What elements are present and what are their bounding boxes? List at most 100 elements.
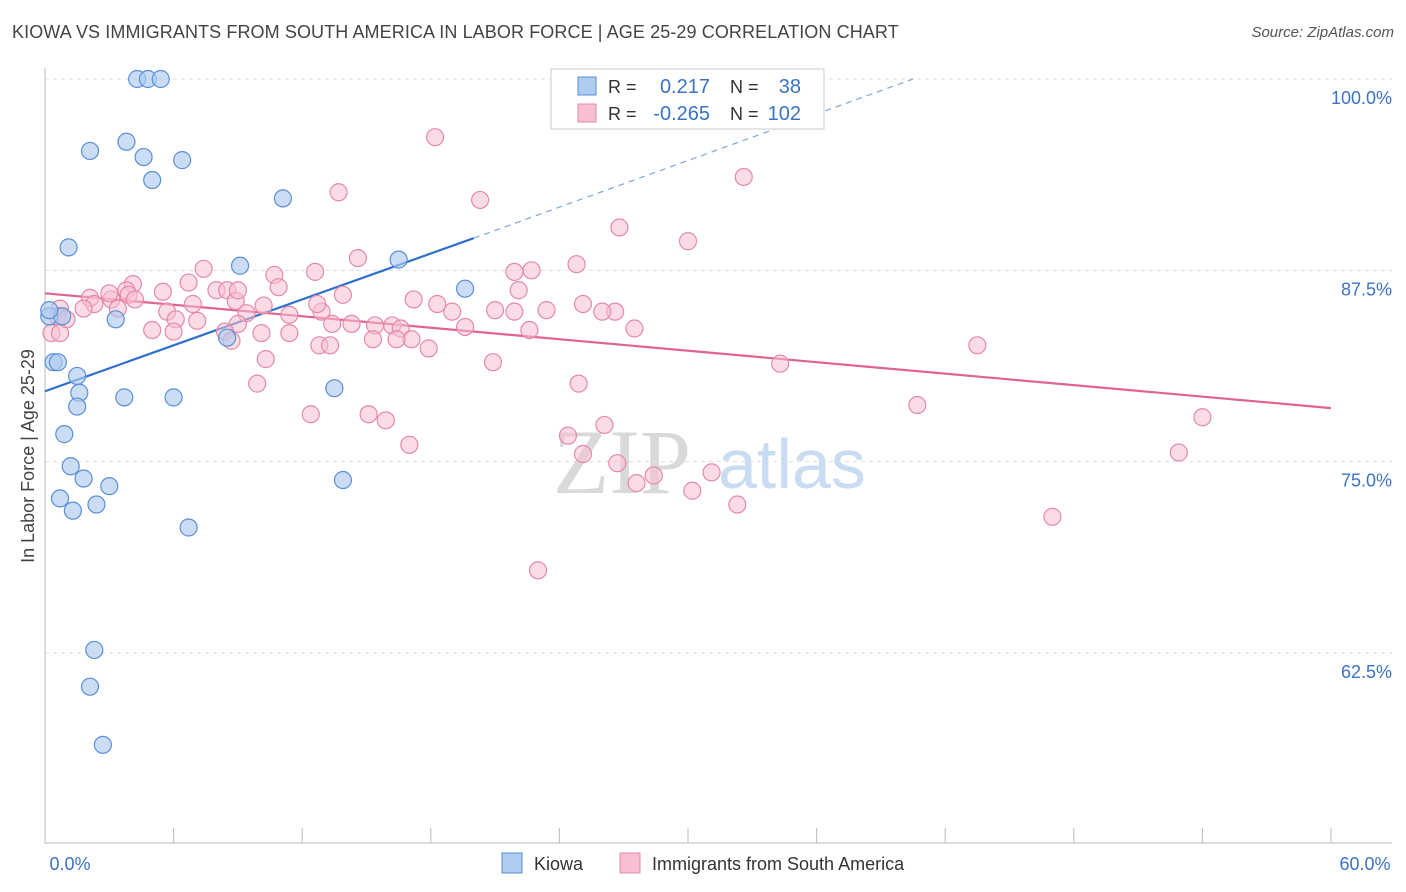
point-kiowa xyxy=(50,489,70,508)
point-sa xyxy=(573,294,593,314)
point-sa xyxy=(470,190,490,210)
stats-n-label-kiowa: N = xyxy=(730,77,759,97)
point-sa xyxy=(308,294,327,314)
trend-line-kiowa-extension xyxy=(473,78,914,239)
point-sa xyxy=(153,282,172,301)
point-sa xyxy=(188,311,207,330)
point-kiowa xyxy=(63,501,82,520)
point-sa xyxy=(329,183,348,202)
point-kiowa xyxy=(100,477,119,496)
legend-label-kiowa: Kiowa xyxy=(534,854,584,874)
point-sa xyxy=(610,218,629,237)
point-kiowa xyxy=(333,470,353,490)
point-kiowa xyxy=(80,141,100,161)
point-sa xyxy=(320,336,340,355)
point-sa xyxy=(125,290,145,309)
point-sa xyxy=(593,302,612,321)
point-sa xyxy=(363,330,383,349)
point-sa xyxy=(301,405,320,424)
y-tick-label: 62.5% xyxy=(1341,662,1392,682)
point-sa xyxy=(254,296,273,315)
point-sa xyxy=(505,302,524,321)
point-sa xyxy=(280,323,299,343)
point-sa xyxy=(569,374,588,393)
point-kiowa xyxy=(85,640,104,660)
chart-title: KIOWA VS IMMIGRANTS FROM SOUTH AMERICA I… xyxy=(12,22,899,42)
point-sa xyxy=(627,473,646,493)
x-tick-label-max: 60.0% xyxy=(1339,854,1390,874)
point-sa xyxy=(404,290,423,309)
point-sa xyxy=(342,314,361,334)
bottom-legend: Kiowa Immigrants from South America xyxy=(501,852,905,874)
stats-n-value-kiowa: 38 xyxy=(779,76,801,98)
point-sa xyxy=(522,261,541,280)
stats-n-label-sa: N = xyxy=(730,104,759,124)
legend-swatch-sa xyxy=(619,852,641,874)
point-sa xyxy=(428,294,447,314)
gridlines: 62.5% 75.0% 87.5% 100.0% xyxy=(45,78,1392,682)
point-sa xyxy=(256,350,275,369)
point-kiowa xyxy=(273,189,293,208)
point-sa xyxy=(387,330,406,349)
point-kiowa xyxy=(143,170,162,190)
point-kiowa xyxy=(68,397,87,416)
point-kiowa xyxy=(325,379,344,398)
watermark-atlas: atlas xyxy=(718,425,866,503)
point-sa xyxy=(683,481,702,500)
stats-r-value-kiowa: 0.217 xyxy=(660,76,710,98)
point-sa xyxy=(164,322,183,341)
point-sa xyxy=(280,305,299,324)
point-sa xyxy=(425,128,445,147)
point-sa xyxy=(443,302,462,321)
point-sa xyxy=(100,284,119,303)
point-kiowa xyxy=(80,677,100,696)
point-sa xyxy=(74,299,93,318)
point-sa xyxy=(305,262,325,281)
point-sa xyxy=(558,426,578,445)
point-sa xyxy=(1043,507,1062,526)
series-kiowa xyxy=(40,69,475,754)
stats-r-label-sa: R = xyxy=(608,104,637,124)
stats-r-value-sa: -0.265 xyxy=(653,103,710,125)
point-sa xyxy=(734,167,753,187)
y-tick-label: 100.0% xyxy=(1331,88,1392,108)
point-kiowa xyxy=(106,310,125,329)
point-sa xyxy=(194,259,213,278)
x-tick-label-min: 0.0% xyxy=(49,854,90,874)
point-sa xyxy=(323,314,342,334)
point-kiowa xyxy=(48,353,67,372)
point-kiowa xyxy=(68,366,87,386)
y-tick-label: 87.5% xyxy=(1341,279,1392,299)
point-sa xyxy=(419,339,438,358)
stats-r-label-kiowa: R = xyxy=(608,77,637,97)
point-sa xyxy=(376,411,395,430)
point-kiowa xyxy=(115,388,134,407)
point-kiowa xyxy=(59,238,78,257)
point-sa xyxy=(505,262,524,281)
point-sa xyxy=(728,495,747,514)
point-sa xyxy=(595,415,614,435)
point-sa xyxy=(179,273,198,292)
point-sa xyxy=(228,281,247,300)
point-sa xyxy=(400,435,419,454)
point-sa xyxy=(608,454,627,473)
point-kiowa xyxy=(179,518,198,537)
point-sa xyxy=(625,319,644,338)
point-sa xyxy=(509,281,528,300)
point-sa xyxy=(486,301,505,320)
point-sa xyxy=(908,395,927,415)
point-sa xyxy=(771,354,790,373)
point-sa xyxy=(678,232,698,251)
point-sa xyxy=(269,278,288,297)
point-sa xyxy=(143,320,162,340)
point-kiowa xyxy=(389,250,408,269)
point-sa xyxy=(359,405,378,424)
point-kiowa xyxy=(151,69,170,89)
legend-label-sa: Immigrants from South America xyxy=(652,854,905,874)
point-kiowa xyxy=(230,256,250,275)
point-sa xyxy=(573,444,593,464)
source-label: Source: ZipAtlas.com xyxy=(1251,24,1394,41)
stats-swatch-kiowa xyxy=(577,76,597,96)
point-sa xyxy=(348,248,368,268)
point-sa xyxy=(333,285,353,304)
